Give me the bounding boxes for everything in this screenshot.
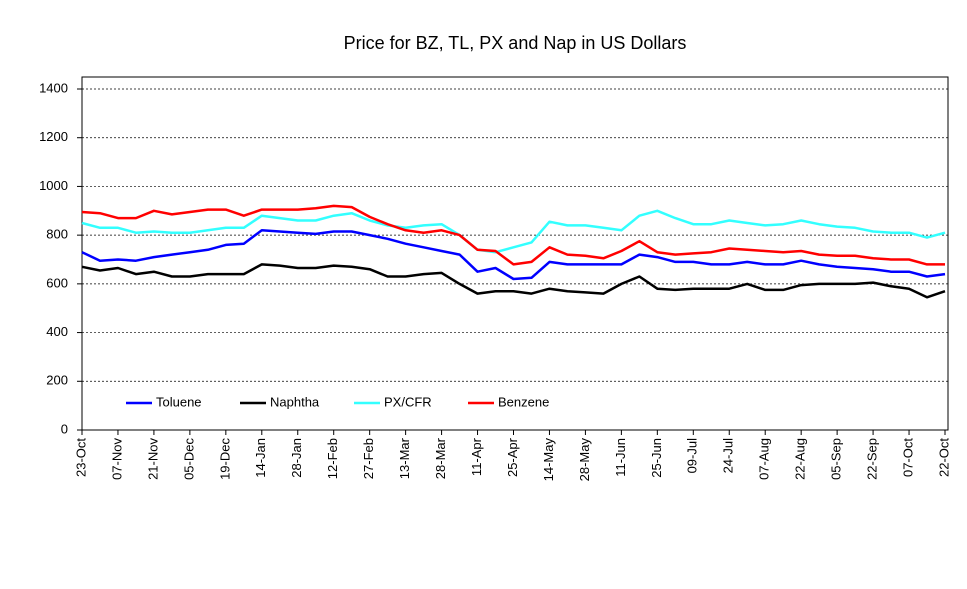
- y-tick-label: 600: [46, 275, 68, 290]
- series-line: [81, 209, 946, 254]
- x-tick-label: 25-Jun: [649, 438, 664, 478]
- x-tick-label: 07-Nov: [109, 438, 124, 480]
- y-tick-label: 1200: [39, 129, 68, 144]
- series-line: [81, 204, 945, 266]
- x-tick-label: 13-Mar: [397, 437, 412, 479]
- y-tick-label: 800: [46, 227, 68, 242]
- x-tick-label: 11-Jun: [613, 438, 628, 477]
- legend-label: Naphtha: [270, 394, 320, 409]
- x-tick-label: 05-Dec: [181, 438, 196, 480]
- x-tick-label: 12-Feb: [325, 438, 340, 479]
- x-tick-label: 28-May: [577, 438, 592, 482]
- legend-label: Toluene: [156, 394, 202, 409]
- x-tick-label: 09-Jul: [685, 438, 700, 474]
- x-tick-label: 23-Oct: [73, 438, 88, 477]
- x-tick-label: 22-Oct: [936, 438, 951, 477]
- y-tick-label: 1400: [39, 80, 68, 95]
- x-tick-label: 22-Aug: [793, 438, 808, 480]
- x-tick-label: 14-May: [541, 438, 556, 482]
- x-tick-label: 07-Oct: [900, 438, 915, 477]
- x-tick-label: 11-Apr: [469, 437, 484, 476]
- y-tick-label: 400: [46, 324, 68, 339]
- x-tick-label: 25-Apr: [505, 437, 520, 477]
- series-line: [81, 263, 946, 299]
- x-tick-label: 28-Mar: [433, 437, 448, 479]
- x-tick-label: 05-Sep: [829, 438, 844, 480]
- x-tick-label: 19-Dec: [217, 438, 232, 480]
- series-line: [81, 229, 946, 281]
- x-tick-label: 27-Feb: [361, 438, 376, 479]
- y-tick-label: 1000: [39, 178, 68, 193]
- x-tick-label: 14-Jan: [253, 438, 268, 478]
- legend-label: Benzene: [498, 394, 549, 409]
- chart-title: Price for BZ, TL, PX and Nap in US Dolla…: [344, 33, 687, 53]
- legend-label: PX/CFR: [384, 394, 432, 409]
- x-tick-label: 21-Nov: [145, 438, 160, 480]
- x-tick-label: 07-Aug: [757, 438, 772, 480]
- y-tick-label: 0: [61, 421, 68, 436]
- x-tick-label: 28-Jan: [289, 438, 304, 478]
- y-tick-label: 200: [46, 373, 68, 388]
- x-tick-label: 22-Sep: [865, 438, 880, 480]
- x-tick-label: 24-Jul: [721, 438, 736, 474]
